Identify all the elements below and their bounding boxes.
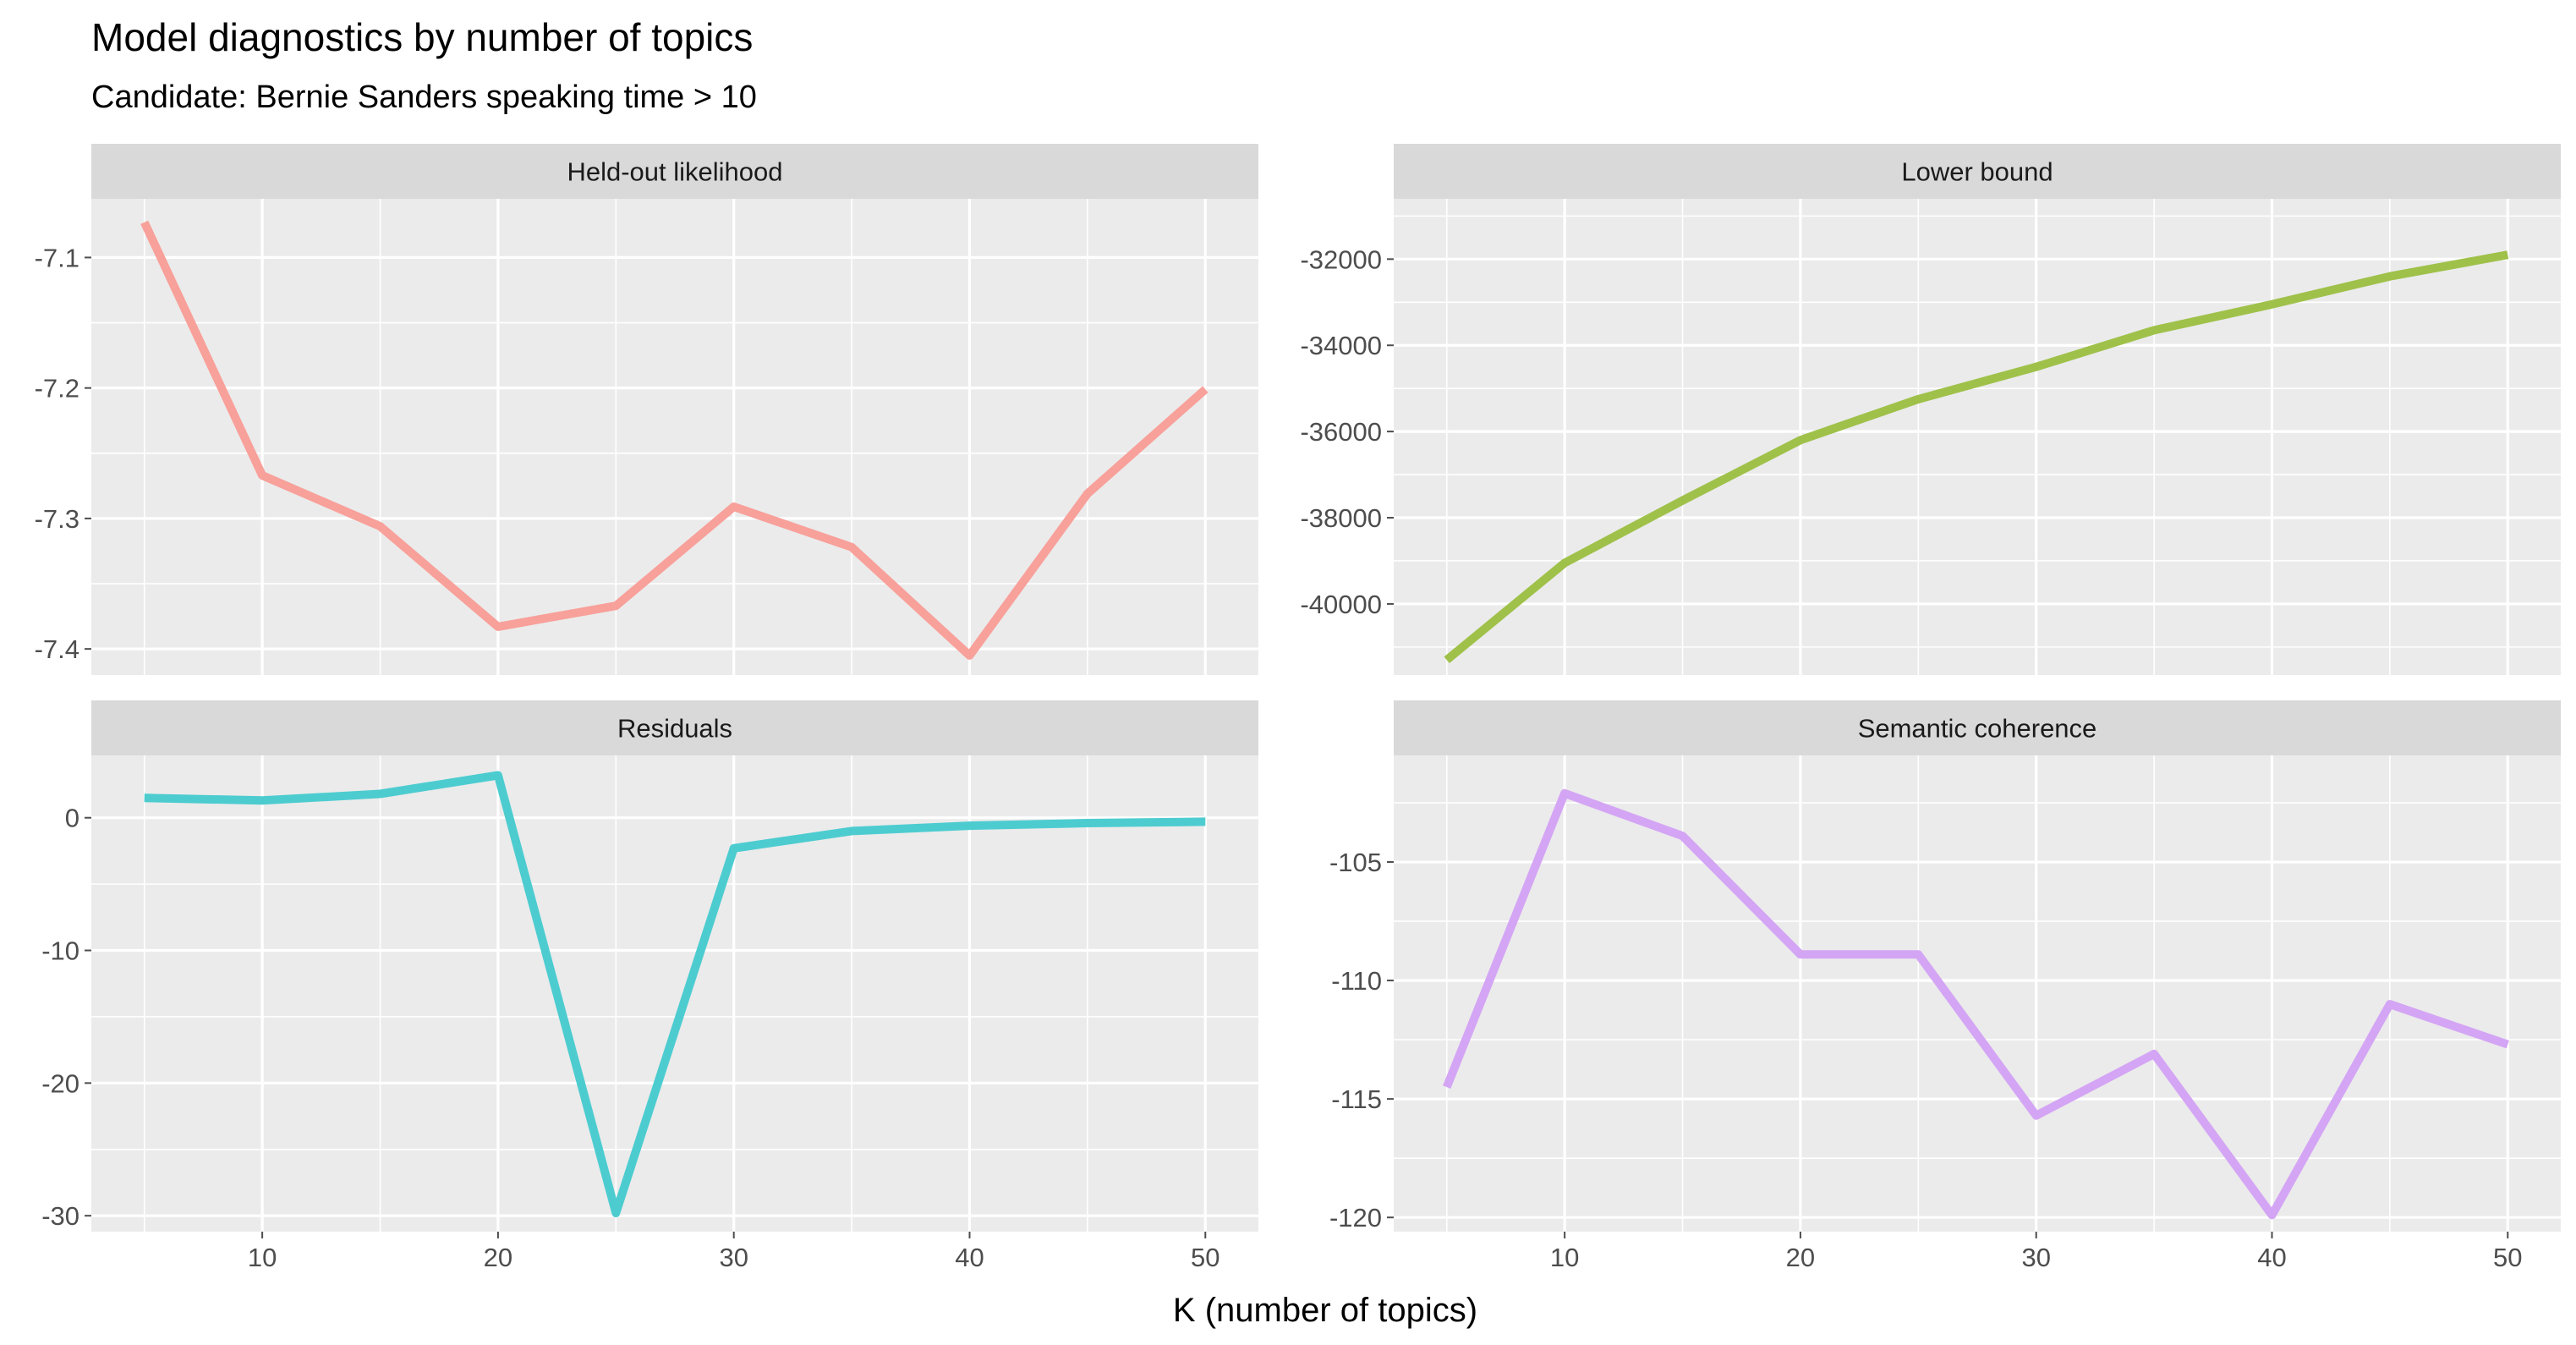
y-tick-label: -10	[41, 936, 79, 966]
x-tick-label: 10	[248, 1243, 277, 1272]
y-tick-label: -38000	[1300, 503, 1382, 533]
y-tick-label: -115	[1331, 1084, 1382, 1114]
facet-strip	[1394, 700, 2561, 755]
x-tick-label: 40	[955, 1243, 984, 1272]
facet-strip-label: Held-out likelihood	[567, 157, 782, 187]
series-line-residuals	[144, 771, 1206, 1217]
facet-strip-label: Lower bound	[1901, 157, 2053, 187]
facet-strip-label: Semantic coherence	[1858, 714, 2097, 744]
panel-background	[91, 199, 1258, 675]
y-tick-label: 0	[65, 804, 79, 833]
x-axis-title: K (number of topics)	[1173, 1292, 1477, 1329]
facet-residuals: Residuals 0 -10 -20 -30 10 20 30 40 50	[41, 700, 1258, 1272]
x-tick-label: 20	[484, 1243, 512, 1272]
y-tick-label: -7.3	[35, 504, 79, 534]
y-tick-label: -32000	[1300, 244, 1382, 274]
facet-held-out-likelihood: Held-out likelihood -7.1 -7.2 -7.3 -7.4	[35, 144, 1258, 675]
y-tick-label: -7.4	[35, 634, 79, 664]
facet-strip-label: Residuals	[617, 714, 732, 744]
chart-subtitle: Candidate: Bernie Sanders speaking time …	[91, 80, 757, 115]
y-tick-label: -7.1	[35, 243, 79, 272]
facet-panels: Held-out likelihood -7.1 -7.2 -7.3 -7.4 Lower…	[35, 144, 2561, 1272]
panel-background	[91, 755, 1258, 1232]
facet-strip	[91, 700, 1258, 755]
y-tick-label: -105	[1329, 848, 1382, 877]
y-tick-label: -20	[41, 1068, 79, 1098]
y-tick-label: -7.2	[35, 374, 79, 404]
x-tick-label: 30	[719, 1243, 748, 1272]
x-tick-label: 20	[1786, 1243, 1815, 1272]
y-tick-label: -120	[1329, 1203, 1382, 1232]
facet-lower-bound: Lower bound -32000 -34000 -36000 -38000 -4000…	[1300, 144, 2561, 675]
chart-title: Model diagnostics by number of topics	[91, 15, 753, 59]
x-tick-label: 30	[2021, 1243, 2050, 1272]
panel-background	[1394, 755, 2561, 1232]
facet-strip	[91, 144, 1258, 199]
x-tick-label: 50	[2493, 1243, 2522, 1272]
series-line-held-out-likelihood	[140, 220, 1209, 660]
y-tick-label: -36000	[1300, 417, 1382, 447]
y-tick-label: -40000	[1300, 590, 1382, 619]
x-tick-label: 10	[1550, 1243, 1579, 1272]
series-line-lower-bound	[1444, 250, 2509, 664]
series-line-semantic-coherence	[1443, 788, 2509, 1220]
facet-strip	[1394, 144, 2561, 199]
x-tick-label: 40	[2257, 1243, 2286, 1272]
facet-semantic-coherence: Semantic coherence -105 -110 -115 -120 10 20 30…	[1329, 700, 2561, 1272]
y-tick-label: -30	[41, 1201, 79, 1231]
x-tick-label: 50	[1191, 1243, 1219, 1272]
y-tick-label: -110	[1331, 966, 1382, 996]
y-tick-label: -34000	[1300, 331, 1382, 360]
